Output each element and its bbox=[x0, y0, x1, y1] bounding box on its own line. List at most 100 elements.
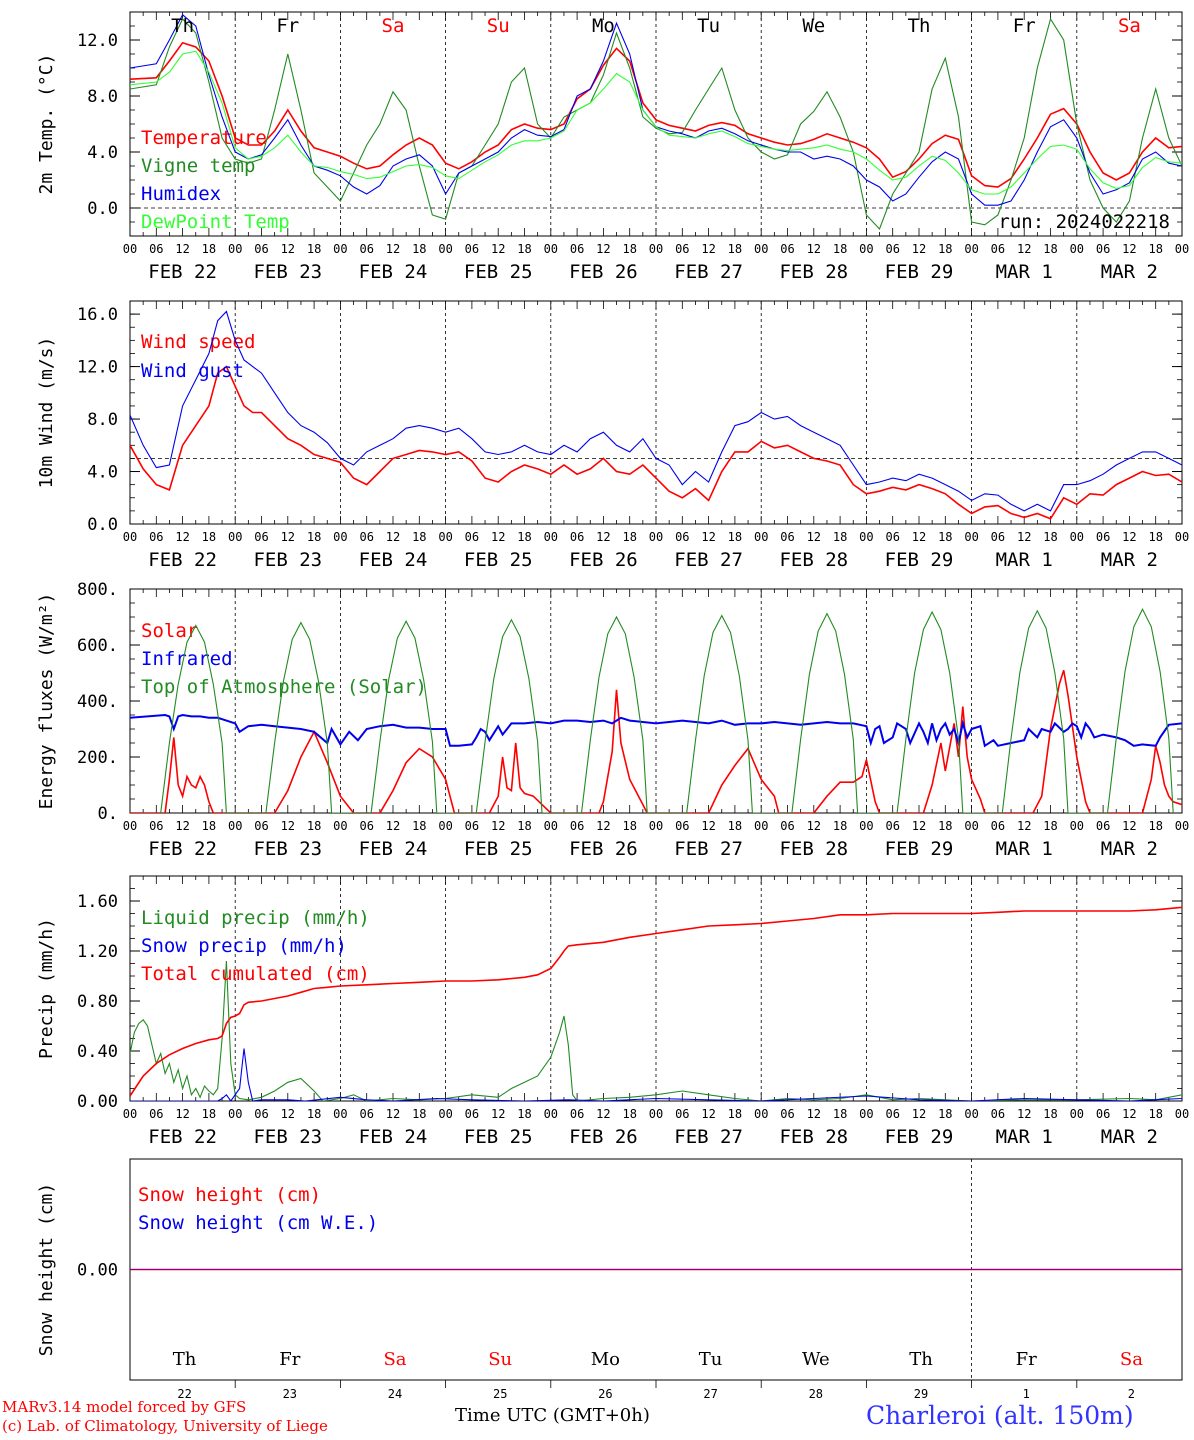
hour-tick-label: 00 bbox=[1070, 1107, 1084, 1121]
hour-tick-label: 12 bbox=[596, 530, 610, 544]
hour-tick-label: 06 bbox=[465, 819, 479, 833]
hour-tick-label: 18 bbox=[622, 1107, 636, 1121]
legend-entry: Infrared bbox=[141, 648, 233, 670]
day-number-label: 27 bbox=[703, 1387, 717, 1401]
weekday-label: Th bbox=[173, 1349, 197, 1370]
hour-tick-label: 00 bbox=[333, 530, 347, 544]
day-number-label: 25 bbox=[493, 1387, 507, 1401]
hour-tick-label: 18 bbox=[412, 819, 426, 833]
hour-tick-label: 00 bbox=[123, 242, 137, 256]
weekday-label: Sa bbox=[383, 1349, 406, 1370]
hour-tick-label: 00 bbox=[1070, 242, 1084, 256]
hour-tick-label: 06 bbox=[780, 530, 794, 544]
hour-tick-label: 06 bbox=[254, 242, 268, 256]
weekday-label: Mo bbox=[592, 15, 615, 37]
day-number-label: 28 bbox=[809, 1387, 823, 1401]
date-label: MAR 1 bbox=[996, 549, 1053, 571]
hour-tick-label: 06 bbox=[570, 242, 584, 256]
series-line bbox=[130, 17, 1182, 231]
hour-tick-label: 12 bbox=[1122, 1107, 1136, 1121]
hour-tick-label: 00 bbox=[438, 242, 452, 256]
y-tick-label: 1.60 bbox=[77, 892, 118, 912]
hour-tick-label: 06 bbox=[780, 819, 794, 833]
weekday-label: We bbox=[802, 1349, 830, 1370]
date-label: FEB 24 bbox=[359, 549, 428, 571]
hour-tick-label: 18 bbox=[307, 530, 321, 544]
legend-entry: Solar bbox=[141, 620, 198, 642]
hour-tick-label: 18 bbox=[412, 1107, 426, 1121]
hour-tick-label: 06 bbox=[254, 1107, 268, 1121]
y-tick-label: 1.20 bbox=[77, 942, 118, 962]
hour-tick-label: 18 bbox=[1043, 242, 1057, 256]
date-label: FEB 23 bbox=[253, 1126, 322, 1148]
hour-tick-label: 06 bbox=[675, 1107, 689, 1121]
hour-tick-label: 00 bbox=[649, 819, 663, 833]
hour-tick-label: 00 bbox=[859, 530, 873, 544]
hour-tick-label: 18 bbox=[622, 530, 636, 544]
hour-tick-label: 12 bbox=[175, 242, 189, 256]
hour-tick-label: 06 bbox=[570, 530, 584, 544]
run-label: run: 2024022218 bbox=[998, 211, 1170, 233]
panel-energy: 00 06 12 18 00 06 12 18 00 06 12 18 00 06 12 18 00 06 12 18… bbox=[36, 580, 1189, 860]
hour-tick-label: 00 bbox=[649, 530, 663, 544]
date-label: MAR 2 bbox=[1101, 261, 1158, 283]
date-label: FEB 24 bbox=[359, 838, 428, 860]
panel-snow: 0.00 Snow height (cm) Snow height (cm) Snow… bbox=[36, 1158, 1183, 1401]
hour-tick-label: 00 bbox=[1070, 819, 1084, 833]
hour-tick-label: 06 bbox=[885, 819, 899, 833]
weekday-label: Sa bbox=[382, 15, 405, 37]
hour-tick-label: 18 bbox=[307, 1107, 321, 1121]
hour-tick-label: 18 bbox=[202, 530, 216, 544]
hour-tick-label: 12 bbox=[596, 1107, 610, 1121]
hour-tick-label: 00 bbox=[544, 819, 558, 833]
hour-tick-label: 18 bbox=[938, 242, 952, 256]
hour-tick-label: 12 bbox=[701, 1107, 715, 1121]
y-tick-label: 16.0 bbox=[77, 305, 118, 325]
y-tick-label: 0.00 bbox=[77, 1261, 118, 1281]
hour-tick-label: 18 bbox=[307, 819, 321, 833]
hour-tick-label: 00 bbox=[1175, 530, 1189, 544]
hour-tick-label: 00 bbox=[544, 242, 558, 256]
hour-tick-label: 06 bbox=[1096, 819, 1110, 833]
hour-tick-label: 06 bbox=[675, 242, 689, 256]
date-label: FEB 28 bbox=[779, 838, 848, 860]
hour-tick-label: 06 bbox=[780, 1107, 794, 1121]
credit-line-1: MARv3.14 model forced by GFS bbox=[2, 1398, 247, 1416]
date-label: FEB 27 bbox=[674, 549, 743, 571]
hour-tick-label: 12 bbox=[1017, 1107, 1031, 1121]
hour-tick-label: 18 bbox=[728, 530, 742, 544]
legend-entry: Temperature bbox=[141, 127, 267, 149]
hour-tick-label: 18 bbox=[728, 819, 742, 833]
date-label: FEB 25 bbox=[464, 838, 533, 860]
date-label: FEB 27 bbox=[674, 1126, 743, 1148]
hour-tick-label: 12 bbox=[701, 530, 715, 544]
hour-tick-label: 18 bbox=[202, 242, 216, 256]
date-label: FEB 22 bbox=[148, 1126, 217, 1148]
hour-tick-label: 18 bbox=[938, 819, 952, 833]
y-tick-label: 0.00 bbox=[77, 1092, 118, 1112]
series-line bbox=[130, 50, 1182, 195]
hour-tick-label: 06 bbox=[149, 530, 163, 544]
hour-tick-label: 12 bbox=[701, 819, 715, 833]
hour-tick-label: 06 bbox=[359, 242, 373, 256]
hour-tick-label: 12 bbox=[1122, 242, 1136, 256]
hour-tick-label: 06 bbox=[991, 530, 1005, 544]
legend-entry: Total cumulated (cm) bbox=[141, 963, 370, 985]
hour-tick-label: 12 bbox=[491, 530, 505, 544]
series-line bbox=[130, 713, 1182, 748]
hour-tick-label: 06 bbox=[465, 242, 479, 256]
hour-tick-label: 00 bbox=[754, 242, 768, 256]
date-label: MAR 1 bbox=[996, 261, 1053, 283]
day-number-label: 24 bbox=[388, 1387, 402, 1401]
date-label: FEB 26 bbox=[569, 549, 638, 571]
hour-tick-label: 06 bbox=[991, 242, 1005, 256]
date-label: FEB 22 bbox=[148, 549, 217, 571]
date-label: FEB 23 bbox=[253, 549, 322, 571]
weekday-label: Fr bbox=[1013, 15, 1036, 37]
weekday-label: Mo bbox=[591, 1349, 620, 1370]
hour-tick-label: 12 bbox=[281, 530, 295, 544]
weekday-label: Su bbox=[488, 1349, 512, 1370]
hour-tick-label: 12 bbox=[596, 819, 610, 833]
hour-tick-label: 12 bbox=[807, 530, 821, 544]
